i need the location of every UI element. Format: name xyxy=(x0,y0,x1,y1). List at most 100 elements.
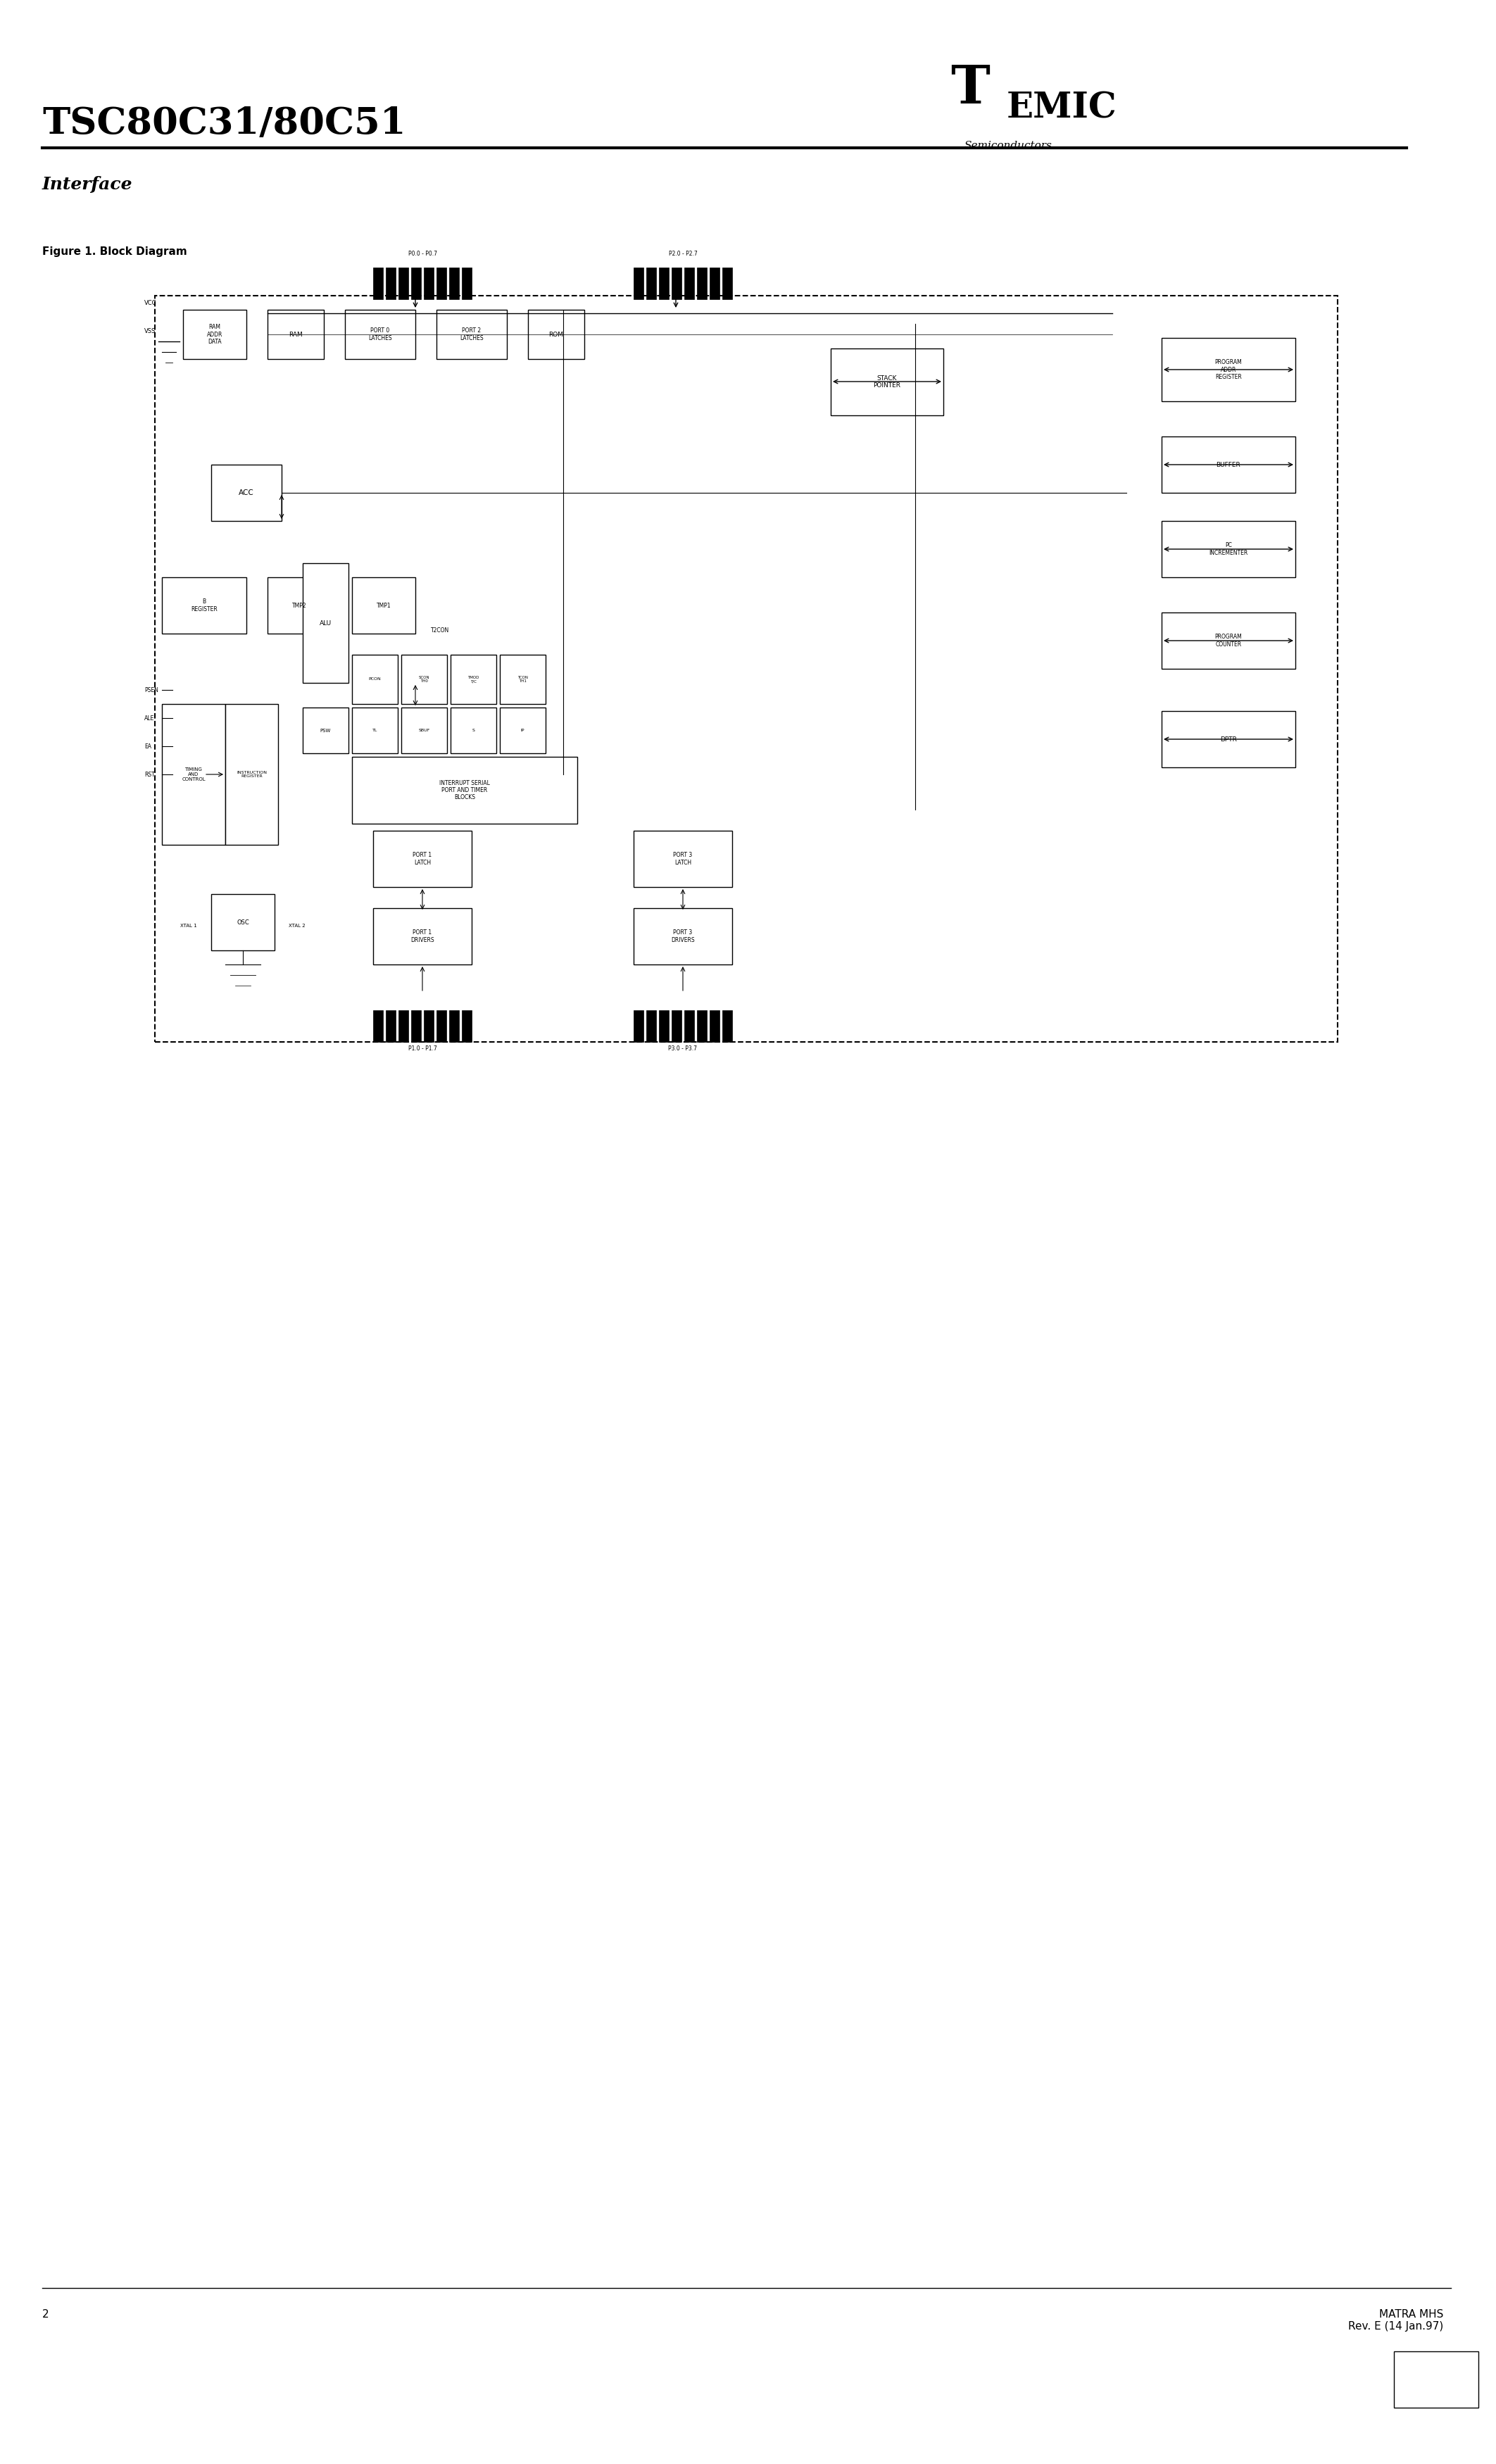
Text: TCON
TH1: TCON TH1 xyxy=(518,675,528,683)
Text: PORT 3
DRIVERS: PORT 3 DRIVERS xyxy=(672,929,694,944)
FancyBboxPatch shape xyxy=(401,707,447,754)
Text: VSS: VSS xyxy=(144,328,156,335)
Text: XTAL 1: XTAL 1 xyxy=(181,924,197,929)
FancyBboxPatch shape xyxy=(709,1010,720,1042)
Text: PROGRAM
ADDR
REGISTER: PROGRAM ADDR REGISTER xyxy=(1215,360,1242,379)
FancyBboxPatch shape xyxy=(423,1010,434,1042)
FancyBboxPatch shape xyxy=(1161,338,1296,402)
Text: ACC: ACC xyxy=(239,490,254,495)
FancyBboxPatch shape xyxy=(373,269,383,298)
FancyBboxPatch shape xyxy=(723,269,732,298)
Text: P3.0 - P3.7: P3.0 - P3.7 xyxy=(669,1045,697,1052)
Text: TL: TL xyxy=(373,729,377,732)
Text: PORT 3
LATCH: PORT 3 LATCH xyxy=(673,853,693,865)
FancyBboxPatch shape xyxy=(709,269,720,298)
FancyBboxPatch shape xyxy=(183,310,247,360)
FancyBboxPatch shape xyxy=(386,269,395,298)
FancyBboxPatch shape xyxy=(1161,614,1296,668)
FancyBboxPatch shape xyxy=(528,310,585,360)
FancyBboxPatch shape xyxy=(373,1010,383,1042)
FancyBboxPatch shape xyxy=(437,269,446,298)
Text: IP: IP xyxy=(521,729,525,732)
FancyBboxPatch shape xyxy=(462,1010,471,1042)
FancyBboxPatch shape xyxy=(302,707,349,754)
Text: ALE: ALE xyxy=(144,715,154,722)
Text: S: S xyxy=(473,729,474,732)
Text: TMOD
T/C: TMOD T/C xyxy=(468,675,479,683)
FancyBboxPatch shape xyxy=(162,577,247,633)
FancyBboxPatch shape xyxy=(634,909,732,963)
FancyBboxPatch shape xyxy=(634,269,643,298)
Text: DPTR: DPTR xyxy=(1221,737,1237,742)
Text: Semiconductors: Semiconductors xyxy=(965,140,1052,150)
Text: STACK
POINTER: STACK POINTER xyxy=(874,375,901,389)
FancyBboxPatch shape xyxy=(211,466,281,520)
FancyBboxPatch shape xyxy=(373,830,471,887)
Text: TMP1: TMP1 xyxy=(377,601,390,609)
Text: T: T xyxy=(950,64,990,116)
Text: PSW: PSW xyxy=(320,729,331,732)
Text: PORT 0
LATCHES: PORT 0 LATCHES xyxy=(368,328,392,340)
Text: BUFFER: BUFFER xyxy=(1216,461,1240,468)
FancyBboxPatch shape xyxy=(500,655,546,705)
FancyBboxPatch shape xyxy=(672,269,682,298)
FancyBboxPatch shape xyxy=(346,310,416,360)
Text: Figure 1. Block Diagram: Figure 1. Block Diagram xyxy=(42,246,187,256)
FancyBboxPatch shape xyxy=(723,1010,732,1042)
Text: TMP2: TMP2 xyxy=(292,601,307,609)
FancyBboxPatch shape xyxy=(352,655,398,705)
Text: RAM: RAM xyxy=(289,330,302,338)
FancyBboxPatch shape xyxy=(672,1010,682,1042)
FancyBboxPatch shape xyxy=(411,269,420,298)
FancyBboxPatch shape xyxy=(398,1010,408,1042)
FancyBboxPatch shape xyxy=(634,1010,643,1042)
FancyBboxPatch shape xyxy=(449,269,459,298)
FancyBboxPatch shape xyxy=(450,655,497,705)
Text: PC
INCREMENTER: PC INCREMENTER xyxy=(1209,542,1248,557)
Text: MATRA MHS
Rev. E (14 Jan.97): MATRA MHS Rev. E (14 Jan.97) xyxy=(1348,2309,1444,2331)
Text: VCC: VCC xyxy=(144,301,157,306)
FancyBboxPatch shape xyxy=(1161,712,1296,766)
FancyBboxPatch shape xyxy=(373,909,471,963)
FancyBboxPatch shape xyxy=(697,1010,706,1042)
Text: SBUF: SBUF xyxy=(419,729,429,732)
Text: P0.0 - P0.7: P0.0 - P0.7 xyxy=(408,251,437,256)
FancyBboxPatch shape xyxy=(437,1010,446,1042)
Text: EMIC: EMIC xyxy=(1007,91,1118,126)
FancyBboxPatch shape xyxy=(352,756,577,823)
FancyBboxPatch shape xyxy=(1161,520,1296,577)
Text: B
REGISTER: B REGISTER xyxy=(191,599,217,611)
FancyBboxPatch shape xyxy=(411,1010,420,1042)
Text: SCON
TH0: SCON TH0 xyxy=(419,675,429,683)
FancyBboxPatch shape xyxy=(684,269,694,298)
FancyBboxPatch shape xyxy=(684,1010,694,1042)
FancyBboxPatch shape xyxy=(162,705,226,845)
FancyBboxPatch shape xyxy=(1161,436,1296,493)
Text: TIMING
AND
CONTROL: TIMING AND CONTROL xyxy=(183,766,205,781)
Text: ALU: ALU xyxy=(320,621,332,626)
FancyBboxPatch shape xyxy=(398,269,408,298)
FancyBboxPatch shape xyxy=(500,707,546,754)
Text: PCON: PCON xyxy=(368,678,381,680)
Text: INSTRUCTION
REGISTER: INSTRUCTION REGISTER xyxy=(236,771,266,779)
Text: PORT 2
LATCHES: PORT 2 LATCHES xyxy=(459,328,483,340)
FancyBboxPatch shape xyxy=(646,1010,657,1042)
FancyBboxPatch shape xyxy=(658,269,669,298)
Text: PROGRAM
COUNTER: PROGRAM COUNTER xyxy=(1215,633,1242,648)
Text: XTAL 2: XTAL 2 xyxy=(289,924,305,929)
FancyBboxPatch shape xyxy=(352,707,398,754)
Text: P2.0 - P2.7: P2.0 - P2.7 xyxy=(669,251,697,256)
FancyBboxPatch shape xyxy=(658,1010,669,1042)
FancyBboxPatch shape xyxy=(423,269,434,298)
Text: EA: EA xyxy=(144,744,151,749)
FancyBboxPatch shape xyxy=(302,564,349,683)
FancyBboxPatch shape xyxy=(352,577,416,633)
FancyBboxPatch shape xyxy=(634,830,732,887)
Text: PORT 1
DRIVERS: PORT 1 DRIVERS xyxy=(410,929,434,944)
FancyBboxPatch shape xyxy=(226,705,278,845)
Text: T2CON: T2CON xyxy=(431,628,449,633)
FancyBboxPatch shape xyxy=(450,707,497,754)
FancyBboxPatch shape xyxy=(462,269,471,298)
FancyBboxPatch shape xyxy=(830,347,944,416)
Text: P1.0 - P1.7: P1.0 - P1.7 xyxy=(408,1045,437,1052)
